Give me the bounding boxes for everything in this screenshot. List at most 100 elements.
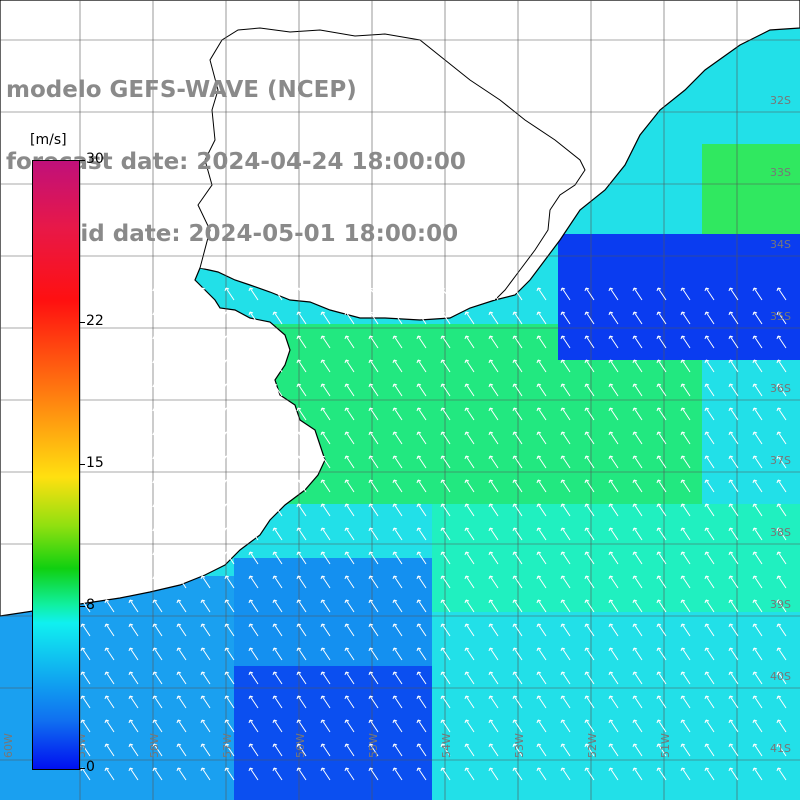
- wind-arrow: [416, 695, 427, 709]
- wind-arrow: [632, 311, 643, 325]
- wind-arrow: [464, 599, 475, 613]
- wind-cell: [324, 702, 342, 720]
- wind-cell: [468, 630, 486, 648]
- wind-cell: [378, 792, 396, 800]
- wind-cell: [126, 792, 144, 800]
- wind-cell: [414, 792, 432, 800]
- map-title: modelo GEFS-WAVE (NCEP) forecast date: 2…: [6, 30, 466, 294]
- wind-cell: [306, 360, 324, 378]
- wind-cell: [396, 522, 414, 540]
- wind-cell: [576, 252, 594, 270]
- wind-cell: [486, 648, 504, 666]
- wind-arrow: [392, 359, 403, 373]
- wind-cell: [378, 756, 396, 774]
- wind-cell: [306, 756, 324, 774]
- wind-cell: [612, 558, 630, 576]
- wind-arrow: [224, 311, 235, 325]
- wind-cell: [756, 504, 774, 522]
- wind-cell: [216, 774, 234, 792]
- wind-cell: [486, 774, 504, 792]
- wind-arrow: [464, 575, 475, 589]
- wind-cell: [738, 450, 756, 468]
- wind-cell: [342, 648, 360, 666]
- wind-arrow: [320, 503, 331, 517]
- wind-cell: [702, 216, 720, 234]
- wind-arrow: [632, 359, 643, 373]
- wind-cell: [324, 432, 342, 450]
- wind-cell: [504, 540, 522, 558]
- wind-cell: [594, 540, 612, 558]
- wind-arrow: [368, 407, 379, 421]
- wind-cell: [540, 540, 558, 558]
- wind-cell: [774, 414, 792, 432]
- wind-cell: [306, 612, 324, 630]
- wind-cell: [558, 774, 576, 792]
- wind-cell: [180, 594, 198, 612]
- wind-cell: [738, 126, 756, 144]
- wind-cell: [558, 468, 576, 486]
- wind-arrow: [776, 575, 787, 589]
- wind-cell: [702, 486, 720, 504]
- wind-cell: [522, 468, 540, 486]
- wind-cell: [756, 342, 774, 360]
- wind-arrow: [368, 695, 379, 709]
- wind-cell: [666, 234, 684, 252]
- wind-arrow: [272, 311, 283, 325]
- wind-cell: [162, 792, 180, 800]
- wind-cell: [630, 252, 648, 270]
- wind-arrow: [728, 431, 739, 445]
- wind-arrow: [80, 287, 91, 301]
- wind-cell: [612, 342, 630, 360]
- wind-cell: [324, 792, 342, 800]
- wind-arrow: [656, 719, 667, 733]
- wind-cell: [792, 108, 800, 126]
- wind-arrow: [752, 767, 763, 781]
- wind-cell: [414, 504, 432, 522]
- wind-cell: [342, 576, 360, 594]
- wind-cell: [468, 558, 486, 576]
- wind-cell: [612, 648, 630, 666]
- wind-cell: [324, 774, 342, 792]
- wind-arrow: [680, 479, 691, 493]
- wind-arrow: [152, 647, 163, 661]
- wind-arrow: [632, 671, 643, 685]
- wind-arrow: [392, 455, 403, 469]
- wind-cell: [756, 378, 774, 396]
- wind-arrow: [248, 455, 259, 469]
- wind-arrow: [152, 623, 163, 637]
- wind-arrow: [536, 383, 547, 397]
- wind-arrow: [128, 719, 139, 733]
- wind-cell: [756, 756, 774, 774]
- wind-cell: [612, 198, 630, 216]
- wind-arrow: [464, 719, 475, 733]
- wind-cell: [270, 576, 288, 594]
- wind-arrow: [80, 575, 91, 589]
- wind-arrow: [392, 503, 403, 517]
- wind-cell: [396, 360, 414, 378]
- wind-cell: [486, 792, 504, 800]
- wind-arrow: [632, 743, 643, 757]
- wind-cell: [198, 774, 216, 792]
- wind-arrow: [128, 527, 139, 541]
- wind-arrow: [104, 767, 115, 781]
- wind-arrow: [152, 287, 163, 301]
- wind-arrow: [776, 359, 787, 373]
- wind-arrow: [200, 647, 211, 661]
- wind-arrow: [632, 647, 643, 661]
- wind-cell: [774, 486, 792, 504]
- wind-arrow: [608, 767, 619, 781]
- wind-cell: [576, 216, 594, 234]
- wind-cell: [648, 144, 666, 162]
- wind-cell: [774, 90, 792, 108]
- wind-arrow: [536, 335, 547, 349]
- wind-arrow: [248, 719, 259, 733]
- wind-cell: [378, 684, 396, 702]
- wind-arrow: [440, 407, 451, 421]
- wind-arrow: [656, 695, 667, 709]
- wind-cell: [306, 504, 324, 522]
- wind-arrow: [488, 455, 499, 469]
- wind-cell: [594, 630, 612, 648]
- wind-arrow: [272, 767, 283, 781]
- wind-cell: [666, 504, 684, 522]
- wind-arrow: [272, 671, 283, 685]
